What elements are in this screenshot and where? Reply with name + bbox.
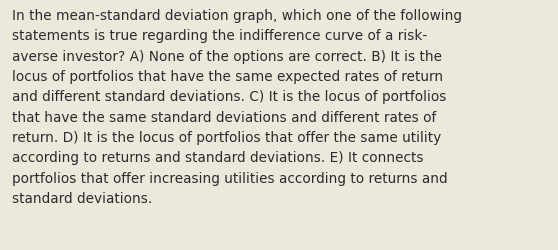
Text: In the mean-standard deviation graph, which one of the following
statements is t: In the mean-standard deviation graph, wh… bbox=[12, 9, 462, 205]
